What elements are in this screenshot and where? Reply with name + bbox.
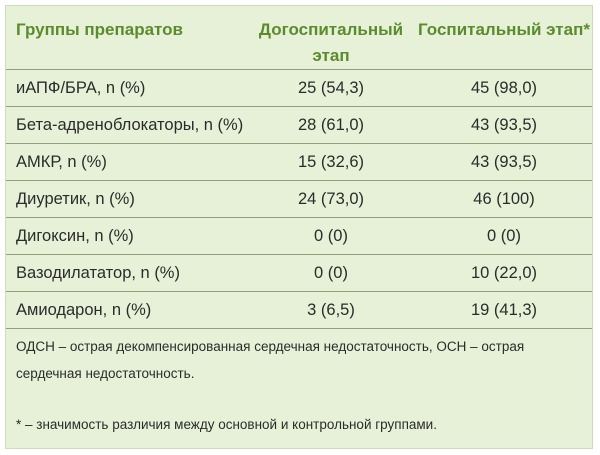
drug-groups-table: Группы препаратов Догоспитальный этап Го…: [6, 6, 592, 329]
table-panel: Группы препаратов Догоспитальный этап Го…: [5, 5, 593, 449]
row-prehospital: 3 (6,5): [246, 291, 416, 329]
table-row: Диуретик, n (%) 24 (73,0) 46 (100): [6, 180, 592, 218]
row-name: Дигоксин, n (%): [6, 217, 246, 255]
table-row: Амиодарон, n (%) 3 (6,5) 19 (41,3): [6, 291, 592, 329]
row-name: Вазодилататор, n (%): [6, 254, 246, 292]
row-name: Амиодарон, n (%): [6, 291, 246, 329]
row-hospital: 0 (0): [416, 217, 592, 255]
row-name: АМКР, n (%): [6, 143, 246, 181]
row-name: иАПФ/БРА, n (%): [6, 69, 246, 107]
row-prehospital: 24 (73,0): [246, 180, 416, 218]
table-row: Вазодилататор, n (%) 0 (0) 10 (22,0): [6, 254, 592, 292]
table-row: Дигоксин, n (%) 0 (0) 0 (0): [6, 217, 592, 255]
row-hospital: 19 (41,3): [416, 291, 592, 329]
row-prehospital: 15 (32,6): [246, 143, 416, 181]
table-row: АМКР, n (%) 15 (32,6) 43 (93,5): [6, 143, 592, 181]
row-prehospital: 25 (54,3): [246, 69, 416, 107]
row-name: Бета-адреноблокаторы, n (%): [6, 106, 246, 144]
row-hospital: 43 (93,5): [416, 143, 592, 181]
footnote-significance: * – значимость различия между основной и…: [16, 417, 437, 432]
row-hospital: 45 (98,0): [416, 69, 592, 107]
row-prehospital: 0 (0): [246, 254, 416, 292]
header-row: Группы препаратов Догоспитальный этап Го…: [6, 6, 592, 70]
row-prehospital: 28 (61,0): [246, 106, 416, 144]
header-hospital: Госпитальный этап*: [416, 6, 592, 70]
footnote-abbreviations: ОДСН – острая декомпенсированная сердечн…: [16, 339, 525, 381]
row-name: Диуретик, n (%): [6, 180, 246, 218]
table-row: иАПФ/БРА, n (%) 25 (54,3) 45 (98,0): [6, 69, 592, 107]
header-prehospital: Догоспитальный этап: [246, 6, 416, 70]
row-hospital: 10 (22,0): [416, 254, 592, 292]
table-row: Бета-адреноблокаторы, n (%) 28 (61,0) 43…: [6, 106, 592, 144]
header-group: Группы препаратов: [6, 6, 246, 70]
row-hospital: 46 (100): [416, 180, 592, 218]
row-hospital: 43 (93,5): [416, 106, 592, 144]
row-prehospital: 0 (0): [246, 217, 416, 255]
